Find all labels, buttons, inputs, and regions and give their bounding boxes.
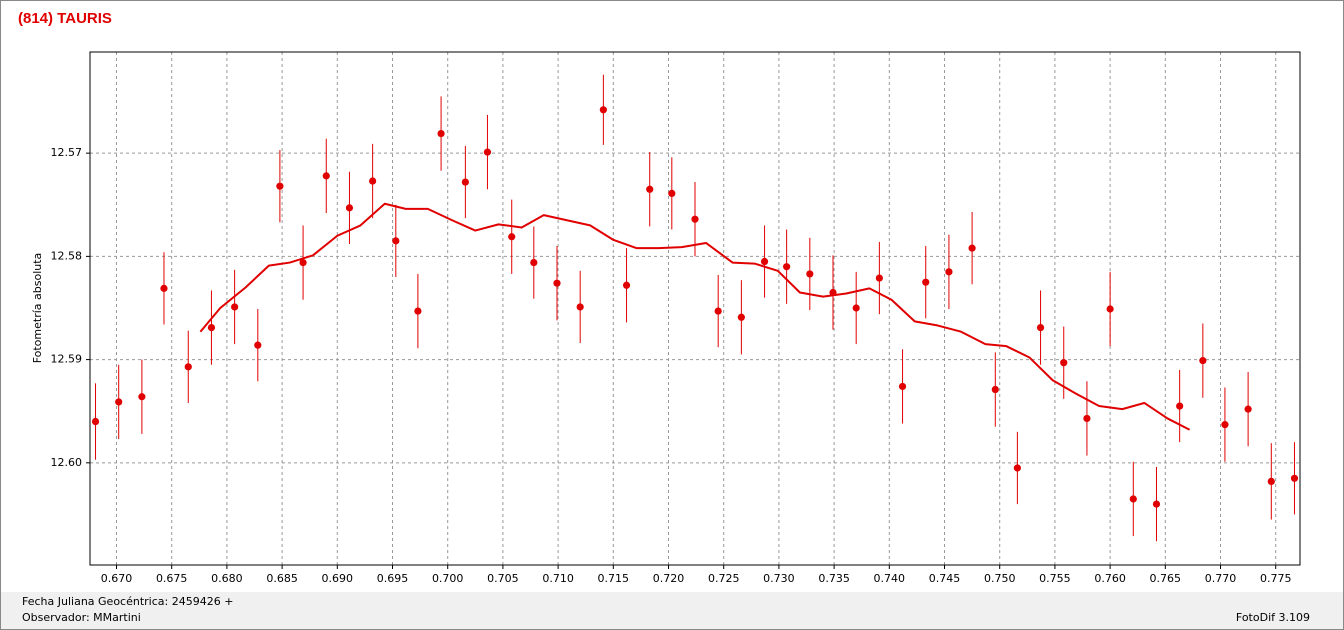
x-tick-label: 0.675 — [156, 572, 188, 585]
data-point — [646, 185, 654, 193]
data-point — [508, 233, 516, 241]
x-tick-label: 0.680 — [211, 572, 243, 585]
data-point — [160, 284, 168, 292]
data-point — [184, 363, 192, 371]
data-point — [115, 398, 123, 406]
x-tick-label: 0.750 — [984, 572, 1016, 585]
data-point — [1199, 357, 1207, 365]
data-point — [1083, 414, 1091, 423]
data-point — [991, 385, 999, 394]
x-tick-label: 0.745 — [929, 572, 961, 585]
x-tick-label: 0.755 — [1039, 572, 1071, 585]
data-point — [806, 270, 814, 278]
data-point — [138, 393, 146, 401]
data-point — [461, 178, 469, 186]
data-point — [553, 279, 561, 287]
x-tick-label: 0.775 — [1260, 572, 1292, 585]
data-point — [783, 263, 791, 271]
y-tick-label: 12.60 — [51, 456, 83, 469]
x-tick-label: 0.700 — [432, 572, 464, 585]
data-point — [1060, 359, 1068, 367]
x-tick-label: 0.740 — [874, 572, 906, 585]
data-point — [945, 268, 953, 276]
data-point — [254, 341, 262, 349]
x-tick-label: 0.730 — [763, 572, 795, 585]
data-point — [322, 172, 330, 180]
data-point — [1290, 474, 1299, 482]
data-point — [1176, 402, 1184, 410]
data-point — [207, 323, 216, 332]
y-tick-label: 12.59 — [51, 353, 83, 366]
x-tick-label: 0.765 — [1150, 572, 1182, 585]
x-axis-label: Fecha Juliana Geocéntrica: 2459426 + — [22, 595, 233, 608]
data-point — [414, 307, 422, 315]
data-point — [1106, 305, 1114, 313]
data-point — [437, 129, 445, 138]
x-tick-label: 0.725 — [708, 572, 740, 585]
data-point — [922, 278, 930, 286]
data-point — [1013, 464, 1021, 472]
observer: Observador: MMartini — [22, 611, 141, 624]
data-point — [91, 417, 100, 426]
x-tick-label: 0.760 — [1094, 572, 1126, 585]
data-point — [1221, 421, 1229, 429]
x-tick-label: 0.690 — [322, 572, 354, 585]
data-point — [1036, 323, 1045, 332]
x-tick-label: 0.670 — [101, 572, 133, 585]
data-point — [599, 106, 607, 114]
data-point — [276, 182, 284, 190]
data-point — [576, 303, 584, 311]
data-point — [369, 177, 377, 185]
y-tick-label: 12.58 — [51, 249, 83, 262]
x-tick-label: 0.720 — [653, 572, 685, 585]
data-point — [299, 258, 307, 267]
data-point — [392, 237, 400, 245]
data-point — [1267, 477, 1275, 485]
plot-border — [89, 51, 1301, 566]
software: FotoDif 3.109 — [1236, 611, 1310, 624]
marks — [91, 74, 1299, 542]
data-point — [898, 382, 907, 391]
data-point — [968, 244, 976, 252]
y-axis-label: Fotometría absoluta — [31, 253, 44, 364]
trend-line — [199, 202, 1191, 431]
x-tick-label: 0.715 — [598, 572, 630, 585]
data-point — [668, 189, 676, 198]
x-tick-label: 0.770 — [1205, 572, 1237, 585]
data-point — [737, 313, 745, 321]
x-tick-label: 0.735 — [818, 572, 850, 585]
data-point — [622, 281, 631, 289]
data-point — [1152, 500, 1161, 508]
data-point — [875, 274, 883, 282]
x-tick-label: 0.685 — [266, 572, 298, 585]
data-point — [231, 303, 239, 311]
data-point — [852, 304, 860, 312]
chart-title: (814) TAURIS — [18, 10, 112, 27]
data-point — [530, 258, 538, 267]
data-point — [345, 204, 354, 212]
data-point — [1244, 405, 1252, 413]
data-point — [691, 215, 699, 223]
grid: 12.57 12.58 12.59 12.60 0.670 0.675 0.680 0.685… — [51, 52, 1300, 585]
data-point — [1129, 495, 1137, 503]
data-point — [483, 148, 492, 156]
data-point — [714, 307, 722, 315]
footer-band — [1, 592, 1343, 629]
y-tick-label: 12.57 — [51, 146, 83, 159]
x-tick-label: 0.695 — [377, 572, 409, 585]
data-point — [760, 257, 769, 266]
x-tick-label: 0.705 — [487, 572, 519, 585]
x-tick-label: 0.710 — [542, 572, 574, 585]
